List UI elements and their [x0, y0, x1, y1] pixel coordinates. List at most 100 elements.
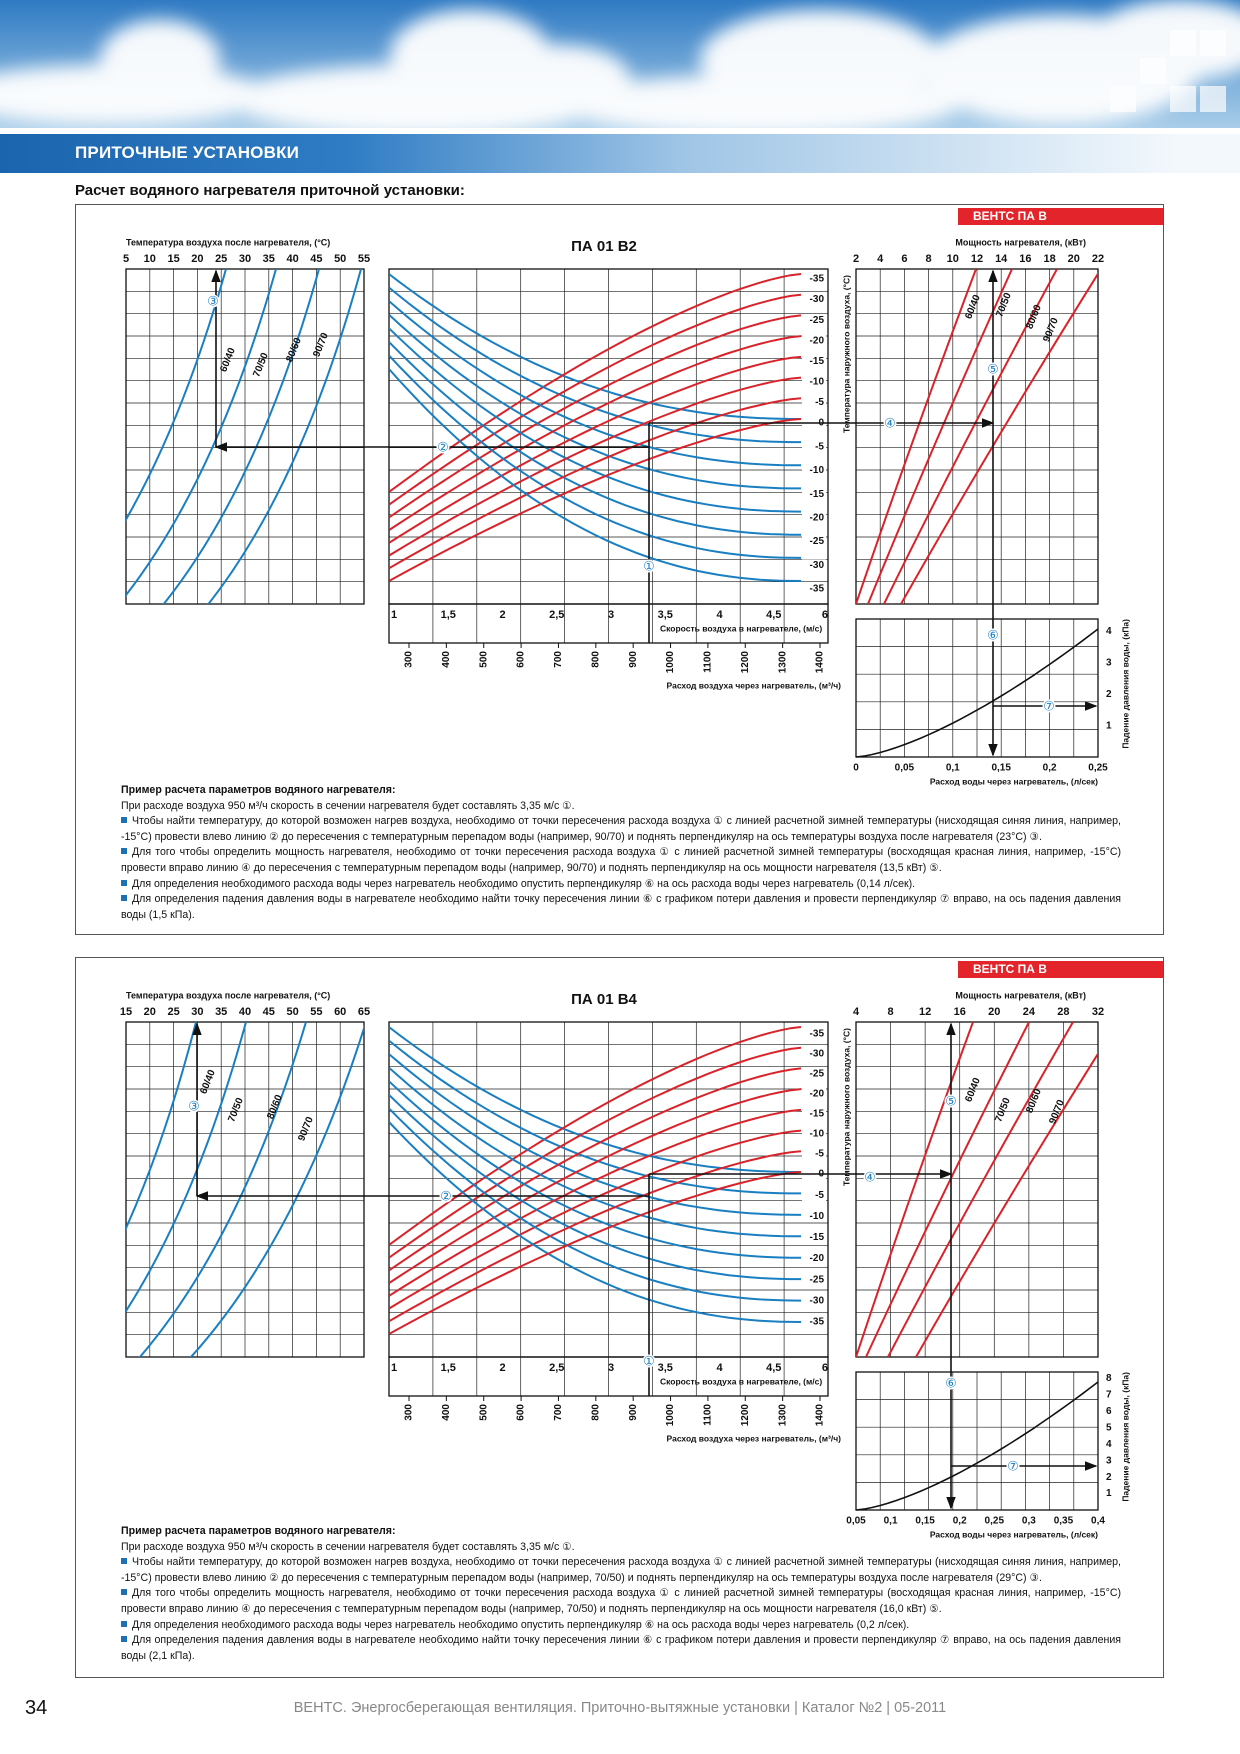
tick-label: 400: [441, 651, 452, 668]
tick-label: -25: [810, 315, 825, 326]
tick-bg: [802, 1252, 826, 1265]
tick-label: 50: [286, 1006, 298, 1018]
tick-label: 0,15: [915, 1516, 935, 1527]
tick-bg: [802, 1108, 826, 1120]
marker: ⑦: [1007, 1460, 1019, 1475]
curve-label: 90/70: [1047, 1098, 1067, 1126]
tick-label: 55: [358, 253, 370, 265]
tick-label: -5: [815, 1149, 824, 1160]
tick-label: -30: [810, 560, 825, 571]
tick-label: 1400: [815, 651, 826, 674]
tick-label: 0,2: [953, 1516, 967, 1527]
curve: [389, 1171, 801, 1335]
tick-label: 60: [334, 1006, 346, 1018]
sky-banner: [0, 0, 1240, 130]
tick-label: -10: [810, 376, 825, 387]
grid: [126, 1022, 364, 1357]
marker-bg: [944, 1094, 958, 1108]
curve: [389, 1107, 801, 1302]
marker-bg: [944, 1376, 958, 1390]
curve: [389, 286, 801, 444]
grid: [856, 1022, 1098, 1357]
curve: [389, 1088, 801, 1284]
curve: [867, 269, 1013, 604]
marker: ④: [864, 1171, 876, 1186]
subtitle: Расчет водяного нагревателя приточной ус…: [75, 182, 465, 199]
marker-bg: [863, 1170, 877, 1184]
tick-label: 0,2: [1043, 763, 1057, 774]
curve-label: 80/60: [1024, 303, 1044, 331]
tick-label: 20: [144, 1006, 156, 1018]
tick-bg: [802, 1028, 826, 1040]
tick-label: 0,1: [884, 1516, 898, 1527]
tick-label: 3: [1106, 1455, 1112, 1466]
curve-label: 80/60: [284, 336, 304, 364]
tick-label: -15: [810, 1232, 825, 1243]
tick-bg: [802, 488, 826, 501]
axis-label: Скорость воздуха в нагревателе, (м/с): [660, 1376, 822, 1386]
example-line: Для определения необходимого расхода вод…: [121, 1618, 1121, 1634]
marker-bg: [986, 628, 1000, 642]
nomogram: ВЕНТС ПА В ПА 01 В4 Температура воздуха по…: [120, 961, 1163, 1539]
tick-label: -25: [810, 1274, 825, 1285]
marker-bg: [206, 294, 220, 308]
curve-label: 70/50: [226, 1096, 246, 1124]
frame: [855, 1021, 1099, 1358]
axis-label: Мощность нагревателя, (кВт): [955, 990, 1086, 1000]
tick-label: -35: [810, 1029, 825, 1040]
tick-label: 18: [1043, 253, 1055, 265]
tick-label: 14: [995, 253, 1008, 265]
tick-label: 0,3: [1022, 1516, 1036, 1527]
tick-label: 2: [853, 253, 859, 265]
tick-label: 8: [888, 1006, 894, 1018]
tick-label: 500: [478, 1404, 489, 1421]
tick-label: 0: [853, 763, 859, 774]
tick-label: -20: [810, 1253, 825, 1264]
tick-label: -25: [810, 1069, 825, 1080]
grid: [389, 1022, 828, 1357]
curve: [389, 355, 801, 544]
axis-label: Расход воды через нагреватель, (л/сек): [930, 1529, 1098, 1539]
example-heading: Пример расчета параметров водяного нагре…: [121, 1525, 396, 1537]
marker-bg: [642, 1354, 656, 1368]
example-line: Чтобы найти температуру, до которой возм…: [121, 814, 1121, 845]
tick-bg: [802, 1148, 826, 1160]
frame: [855, 1371, 1099, 1511]
tick-label: 12: [919, 1006, 931, 1018]
tick-label: 600: [516, 1404, 527, 1421]
tag: ВЕНТС ПА В: [973, 209, 1047, 223]
curve: [126, 269, 227, 522]
tick-label: 10: [947, 253, 959, 265]
tick-label: -15: [810, 1109, 825, 1120]
marker: ③: [207, 295, 219, 310]
curve-label: 90/70: [296, 1115, 316, 1143]
tick-label: -5: [815, 1190, 824, 1201]
tick-label: 5: [123, 253, 129, 265]
example-line: При расходе воздуха 950 м³/ч скорость в …: [121, 1540, 575, 1553]
tick-label: -35: [810, 274, 825, 285]
tick-label: 2: [1106, 689, 1112, 700]
curve: [855, 628, 1099, 758]
tick-label: 1200: [740, 651, 751, 674]
curve: [865, 1022, 1030, 1357]
tick-label: 0,15: [991, 763, 1011, 774]
tick-label: -20: [810, 512, 825, 523]
tick-label: 1300: [777, 651, 788, 674]
example-line: Для определения падения давления воды в …: [121, 1633, 1121, 1664]
tick-label: 900: [628, 1404, 639, 1421]
tick-label: 900: [628, 651, 639, 668]
tick-label: 0,25: [985, 1516, 1005, 1527]
curve: [389, 1108, 801, 1297]
marker: ④: [884, 417, 896, 432]
tick-label: -30: [810, 1295, 825, 1306]
grid: [856, 269, 1098, 604]
tick-label: 700: [553, 651, 564, 668]
tick-label: 12: [971, 253, 983, 265]
curve: [389, 341, 801, 536]
tick-label: -35: [810, 584, 825, 595]
tick-label: 1100: [703, 1404, 714, 1426]
curve-label: 60/40: [963, 1076, 983, 1104]
example-line: Для того чтобы определить мощность нагре…: [121, 845, 1121, 876]
tick-label: 50: [334, 253, 346, 265]
